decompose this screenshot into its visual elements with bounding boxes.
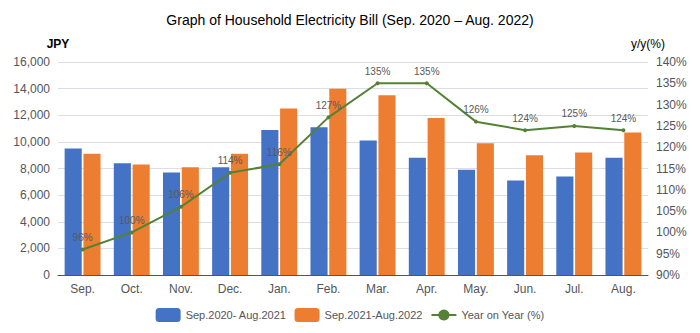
svg-text:Sep.2021-Aug.2022: Sep.2021-Aug.2022 [325,309,423,321]
svg-text:Jan.: Jan. [268,282,291,296]
svg-text:2,000: 2,000 [20,241,50,255]
svg-text:Sep.: Sep. [70,282,95,296]
svg-text:125%: 125% [561,108,587,119]
svg-text:16,000: 16,000 [13,55,50,69]
svg-text:4,000: 4,000 [20,215,50,229]
svg-text:130%: 130% [656,98,687,112]
svg-text:96%: 96% [73,232,93,243]
svg-text:8,000: 8,000 [20,162,50,176]
svg-text:Apr.: Apr. [416,282,437,296]
svg-text:135%: 135% [365,66,391,77]
svg-text:Aug.: Aug. [611,282,636,296]
svg-text:100%: 100% [656,225,687,239]
svg-text:90%: 90% [656,268,680,282]
svg-text:10,000: 10,000 [13,135,50,149]
svg-text:Year on Year (%): Year on Year (%) [461,309,544,321]
svg-text:126%: 126% [463,104,489,115]
svg-text:125%: 125% [656,119,687,133]
svg-text:Oct.: Oct. [121,282,143,296]
svg-text:95%: 95% [656,247,680,261]
svg-text:14,000: 14,000 [13,82,50,96]
svg-text:100%: 100% [119,215,145,226]
svg-text:124%: 124% [611,113,637,124]
svg-text:Jul.: Jul. [565,282,584,296]
svg-text:140%: 140% [656,55,687,69]
svg-text:12,000: 12,000 [13,108,50,122]
svg-text:114%: 114% [218,155,243,166]
svg-text:Graph of Household Electricity: Graph of Household Electricity Bill (Sep… [166,12,533,28]
svg-text:116%: 116% [267,147,292,158]
svg-text:Jun.: Jun. [514,282,537,296]
svg-text:Dec.: Dec. [218,282,243,296]
svg-text:Sep.2020- Aug.2021: Sep.2020- Aug.2021 [186,309,286,321]
svg-text:124%: 124% [512,113,538,124]
svg-text:JPY: JPY [47,37,70,51]
svg-text:120%: 120% [656,140,687,154]
svg-text:135%: 135% [656,76,687,90]
svg-text:135%: 135% [414,66,440,77]
svg-text:y/y(%): y/y(%) [631,37,665,51]
svg-text:110%: 110% [656,183,686,197]
svg-text:0: 0 [43,268,50,282]
svg-text:115%: 115% [656,162,686,176]
svg-text:Mar.: Mar. [366,282,389,296]
svg-text:May.: May. [463,282,488,296]
svg-text:106%: 106% [168,189,194,200]
svg-text:Feb.: Feb. [316,282,340,296]
svg-text:Nov.: Nov. [169,282,193,296]
svg-text:127%: 127% [316,100,342,111]
svg-text:105%: 105% [656,204,687,218]
svg-text:6,000: 6,000 [20,188,50,202]
